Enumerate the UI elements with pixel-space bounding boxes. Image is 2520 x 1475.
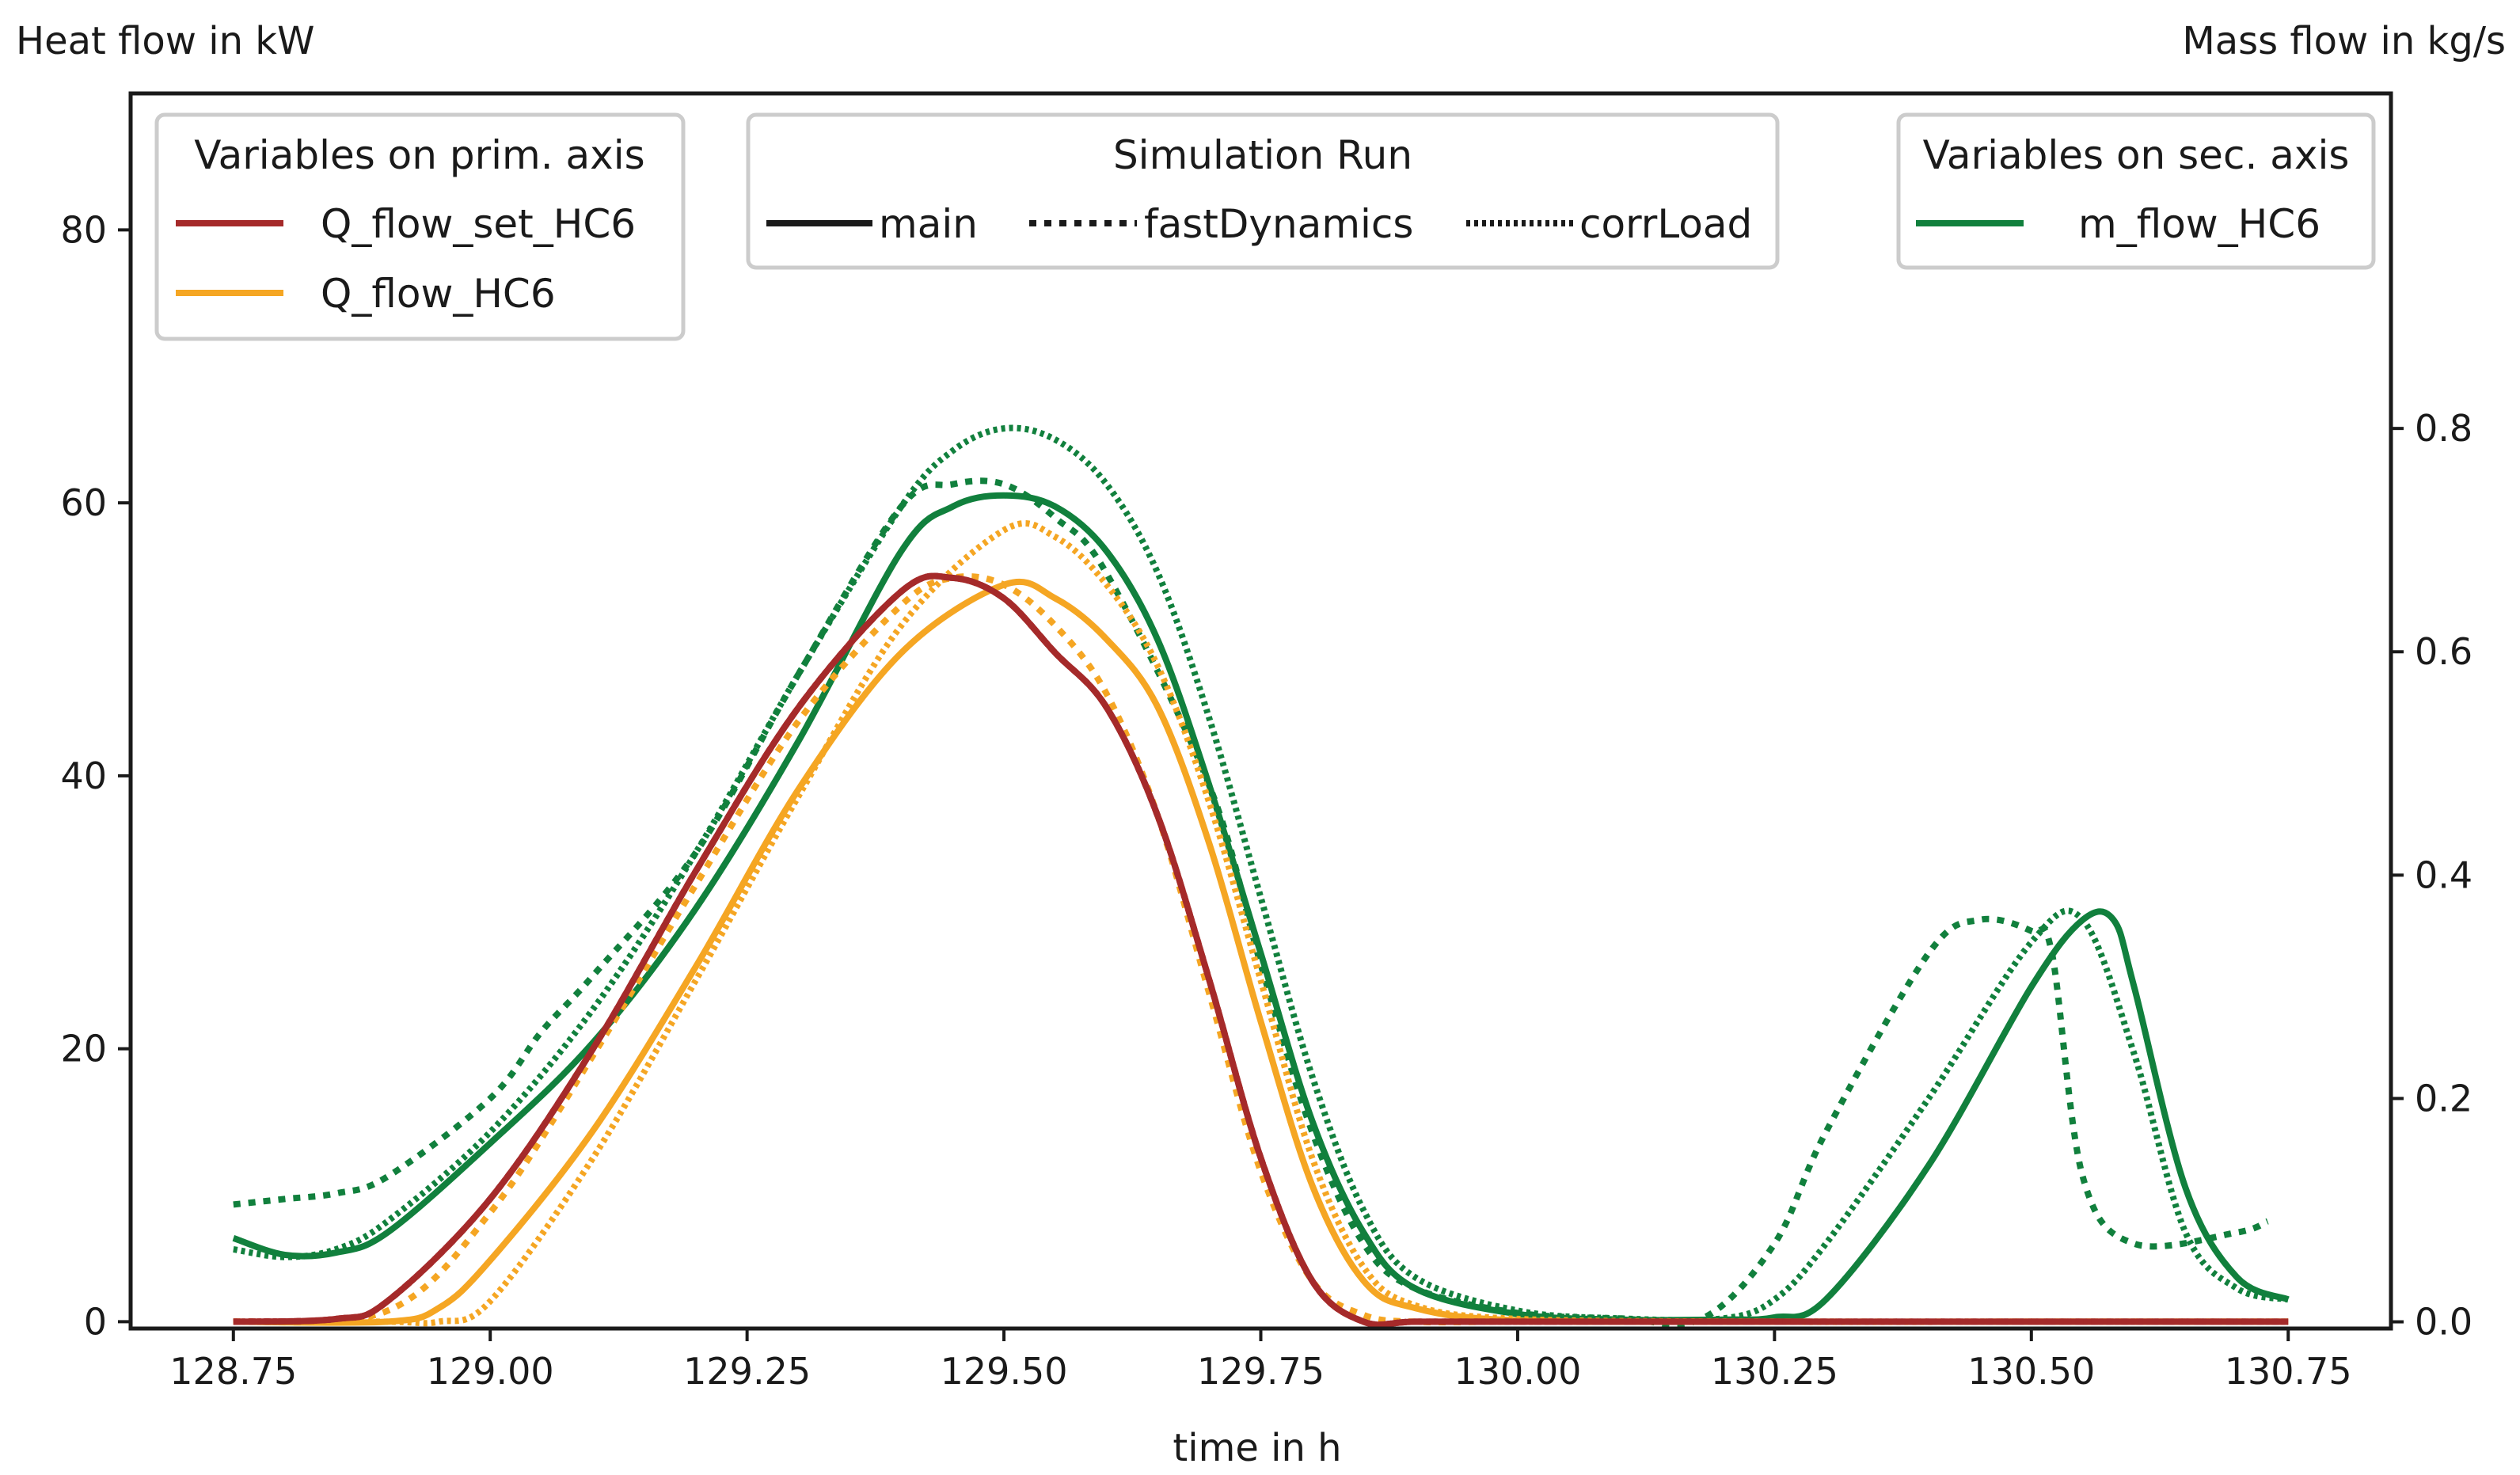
- secondary-y-axis-label: Mass flow in kg/s: [2182, 19, 2506, 63]
- legend-entry-corr-load: corrLoad: [1579, 201, 1752, 247]
- legend-runs-box: [746, 112, 1780, 270]
- series-layer: [232, 424, 2290, 1329]
- primary-y-tick-label: 80: [60, 208, 107, 251]
- series-m-flow-hc6-fastdynamics: [233, 477, 2269, 1328]
- secondary-y-tick-label: 0.0: [2415, 1301, 2472, 1344]
- legend-entry-q-flow: Q_flow_HC6: [321, 271, 556, 317]
- legend-secondary: Variables on sec. axis m_flow_HC6: [1896, 112, 2376, 270]
- secondary-y-tick-label: 0.4: [2415, 853, 2472, 896]
- x-tick-label: 130.50: [1967, 1350, 2095, 1393]
- legend-primary: Variables on prim. axis Q_flow_set_HC6 Q…: [154, 112, 686, 341]
- x-tick-label: 130.25: [1711, 1350, 1838, 1393]
- primary-y-tick-label: 20: [60, 1028, 107, 1070]
- legend-primary-box: [154, 112, 686, 341]
- legend-secondary-title: Variables on sec. axis: [1923, 132, 2350, 178]
- x-tick-label: 128.75: [169, 1350, 297, 1393]
- secondary-y-tick-label: 0.6: [2415, 630, 2472, 673]
- primary-y-tick-label: 60: [60, 481, 107, 524]
- x-tick-label: 129.00: [427, 1350, 554, 1393]
- legend-runs-title: Simulation Run: [1113, 132, 1412, 178]
- x-tick-label: 130.00: [1454, 1350, 1581, 1393]
- legend-entry-m-flow: m_flow_HC6: [2078, 201, 2320, 247]
- legend-runs: Simulation Run main fastDynamics corrLoa…: [746, 112, 1780, 270]
- legend-entry-main: main: [879, 201, 978, 247]
- series-q-flow-set-hc6-corrload: [233, 572, 2289, 1329]
- primary-y-tick-label: 40: [60, 755, 107, 797]
- axis-layer: 128.75 129.00 129.25 129.50 129.75 130.00 130.…: [60, 208, 2472, 1393]
- x-axis-label: time in h: [1173, 1426, 1341, 1470]
- legend-secondary-box: [1896, 112, 2376, 270]
- legend-primary-title: Variables on prim. axis: [194, 132, 644, 178]
- x-tick-label: 129.50: [941, 1350, 1068, 1393]
- legend-entry-fast-dynamics: fastDynamics: [1144, 201, 1413, 247]
- secondary-y-tick-label: 0.2: [2415, 1077, 2472, 1120]
- secondary-y-tick-label: 0.8: [2415, 407, 2472, 450]
- primary-y-tick-label: 0: [84, 1300, 107, 1343]
- legend-entry-q-flow-set: Q_flow_set_HC6: [321, 201, 636, 247]
- primary-y-axis-label: Heat flow in kW: [16, 19, 315, 63]
- x-tick-label: 129.25: [683, 1350, 811, 1393]
- series-m-flow-hc6-corrload: [233, 424, 2290, 1324]
- series-m-flow-hc6-main: [232, 492, 2290, 1324]
- plot-frame: [128, 91, 2393, 1331]
- x-tick-label: 130.75: [2225, 1350, 2352, 1393]
- x-tick-label: 129.75: [1197, 1350, 1325, 1393]
